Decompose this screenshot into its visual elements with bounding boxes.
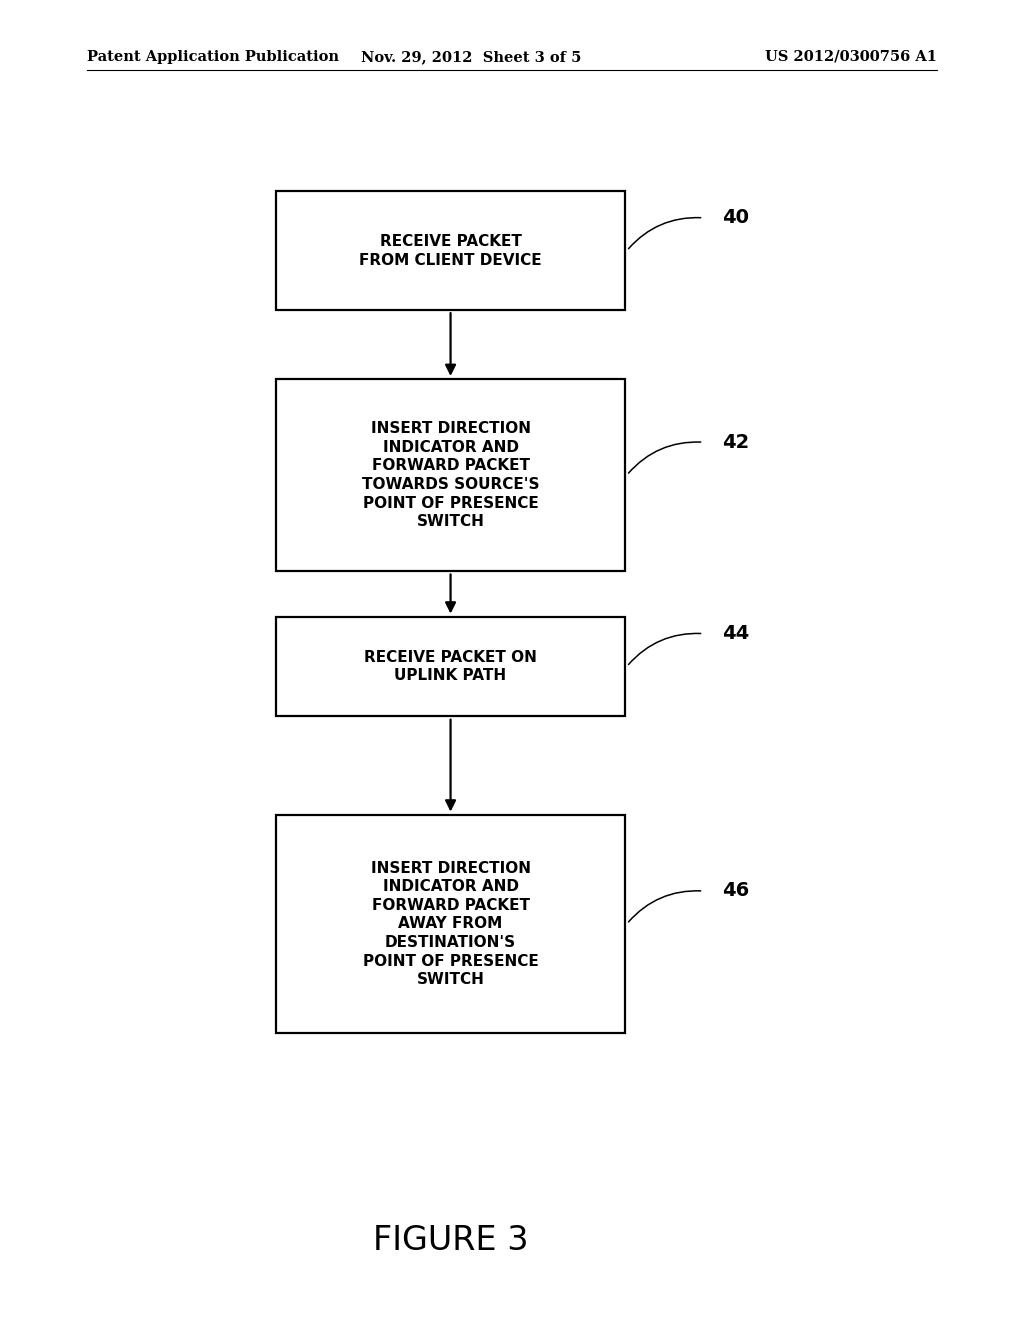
Text: 46: 46 bbox=[722, 882, 750, 900]
Text: FIGURE 3: FIGURE 3 bbox=[373, 1225, 528, 1257]
Text: RECEIVE PACKET ON
UPLINK PATH: RECEIVE PACKET ON UPLINK PATH bbox=[365, 649, 537, 684]
Bar bbox=[276, 380, 625, 570]
Text: INSERT DIRECTION
INDICATOR AND
FORWARD PACKET
AWAY FROM
DESTINATION'S
POINT OF P: INSERT DIRECTION INDICATOR AND FORWARD P… bbox=[362, 861, 539, 987]
Bar bbox=[276, 618, 625, 715]
Text: US 2012/0300756 A1: US 2012/0300756 A1 bbox=[765, 50, 937, 63]
Text: 44: 44 bbox=[722, 624, 750, 643]
Text: Patent Application Publication: Patent Application Publication bbox=[87, 50, 339, 63]
Text: Nov. 29, 2012  Sheet 3 of 5: Nov. 29, 2012 Sheet 3 of 5 bbox=[360, 50, 582, 63]
Text: INSERT DIRECTION
INDICATOR AND
FORWARD PACKET
TOWARDS SOURCE'S
POINT OF PRESENCE: INSERT DIRECTION INDICATOR AND FORWARD P… bbox=[361, 421, 540, 529]
Bar bbox=[276, 191, 625, 310]
Text: 40: 40 bbox=[722, 209, 749, 227]
Bar bbox=[276, 814, 625, 1032]
Text: 42: 42 bbox=[722, 433, 750, 451]
Text: RECEIVE PACKET
FROM CLIENT DEVICE: RECEIVE PACKET FROM CLIENT DEVICE bbox=[359, 234, 542, 268]
